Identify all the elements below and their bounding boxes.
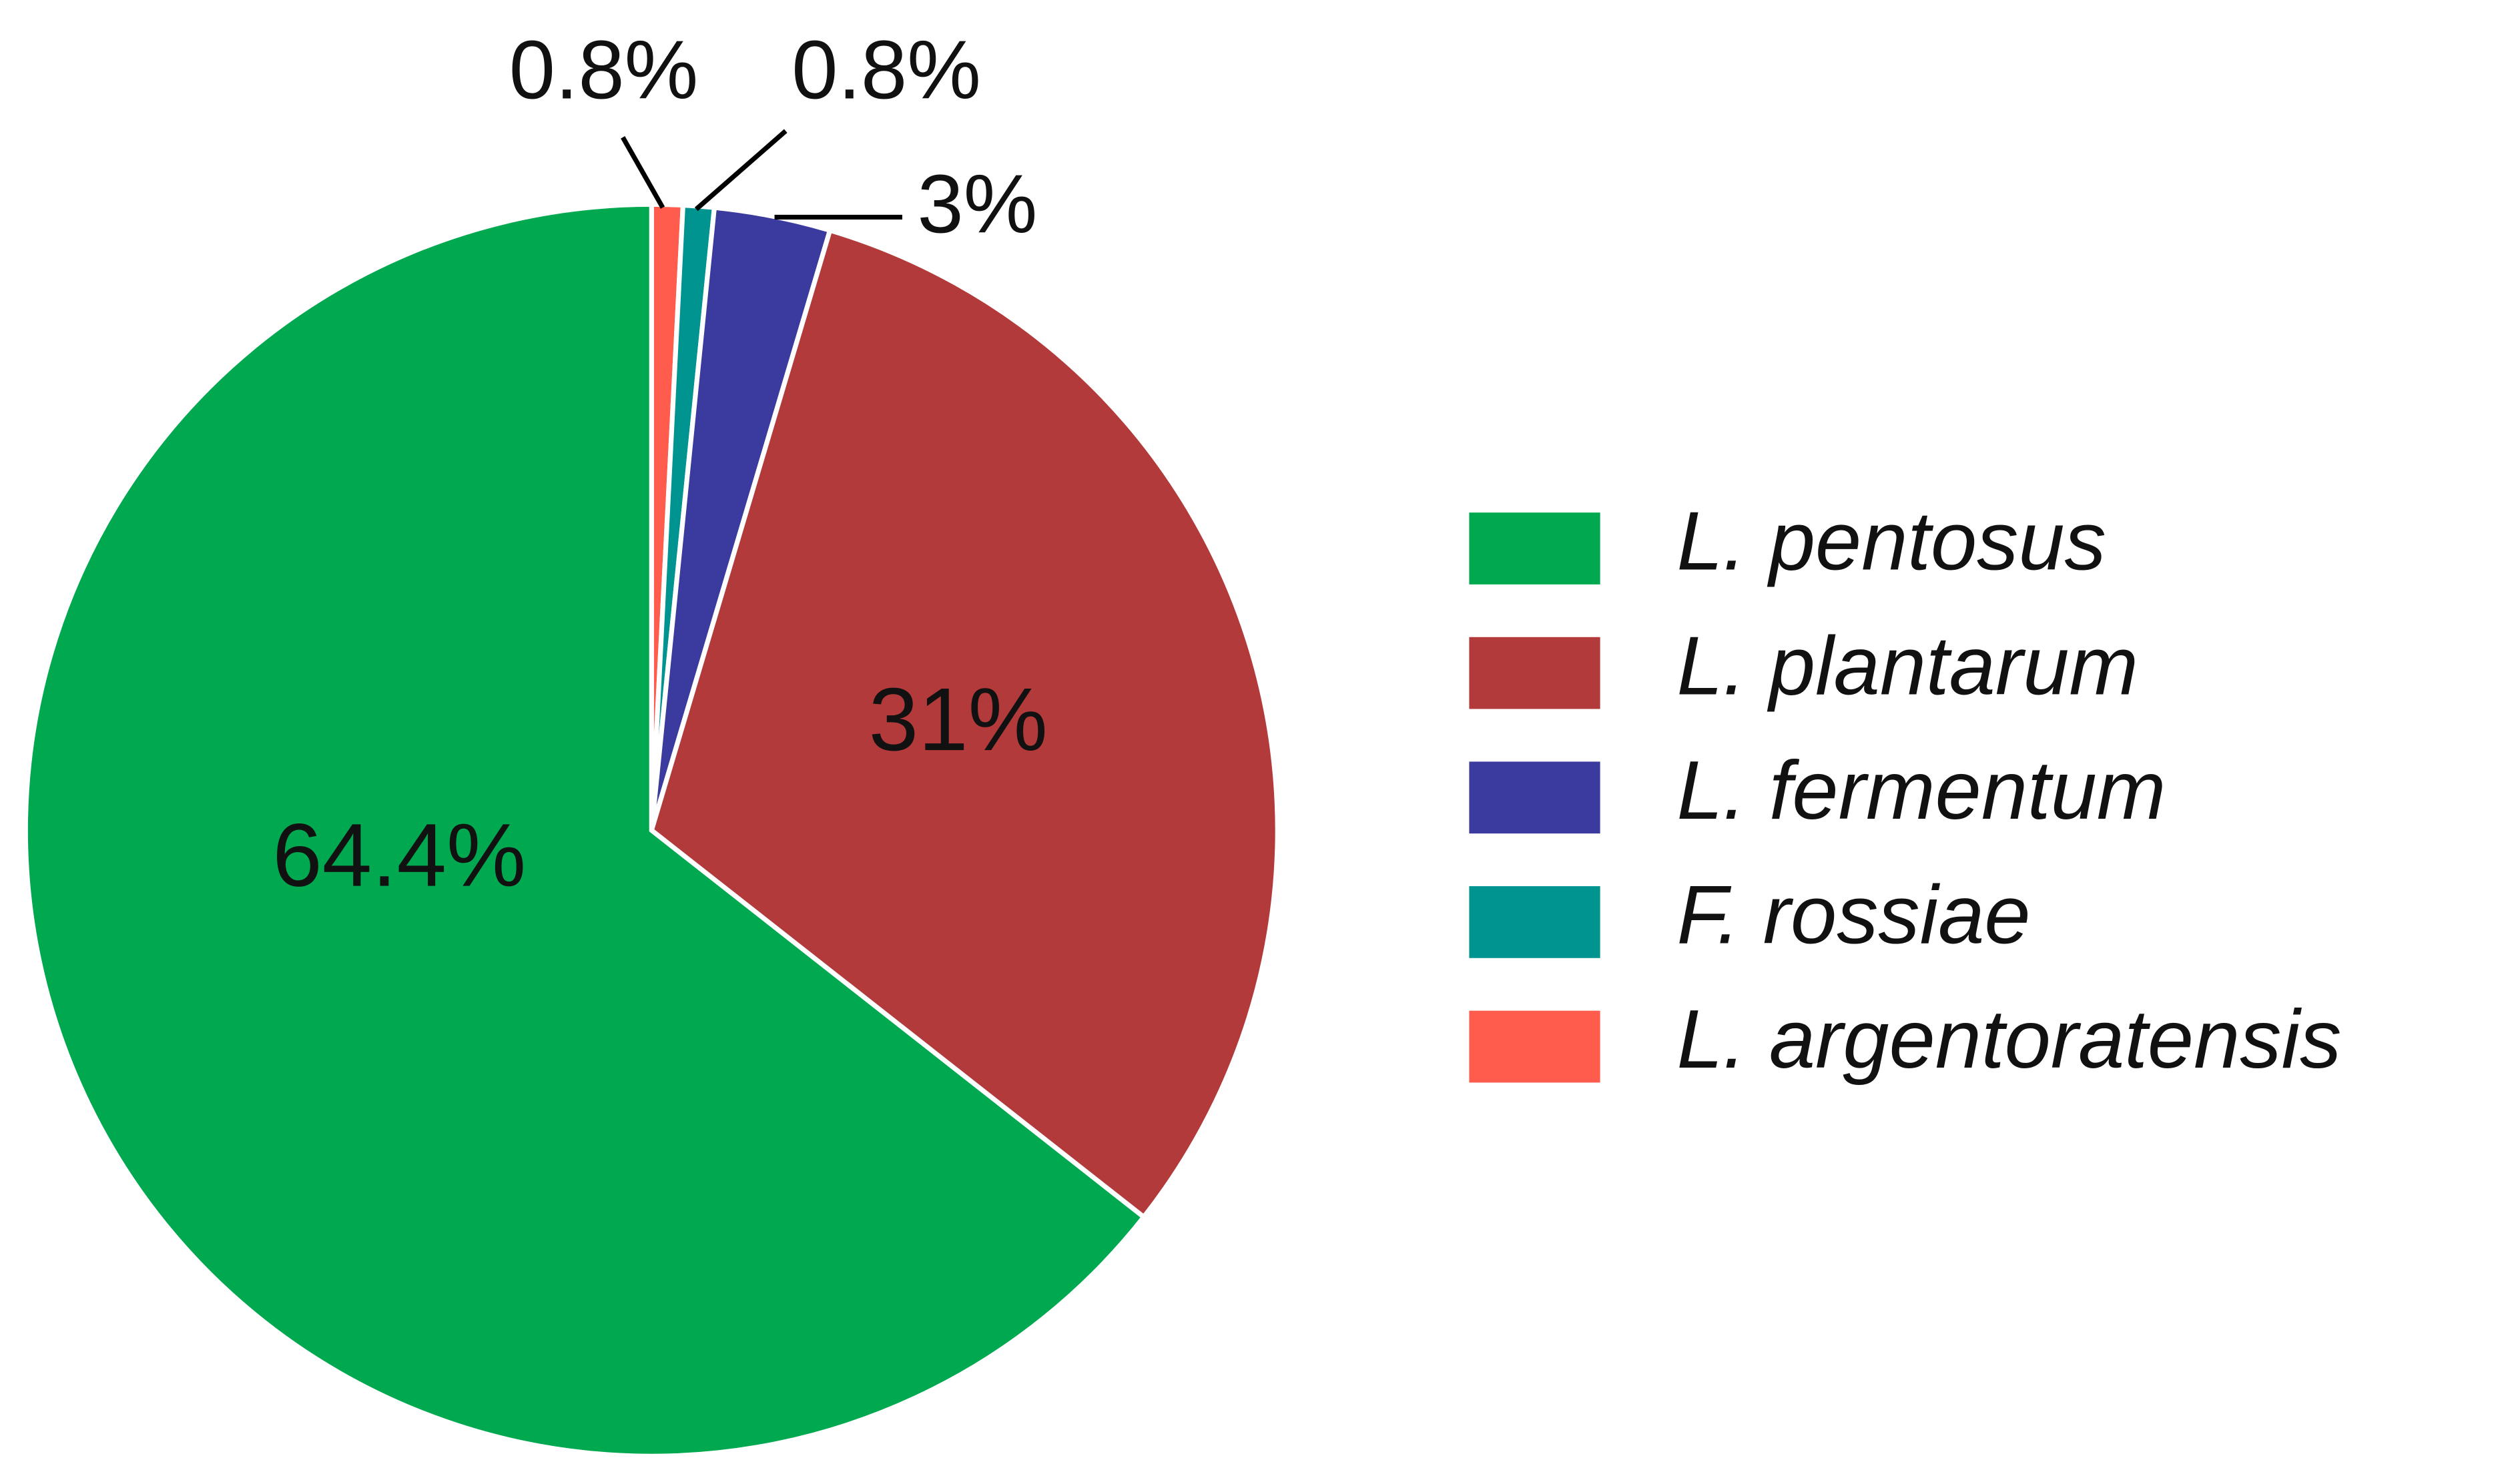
data-label: 31% (869, 670, 1048, 769)
legend-swatch (1469, 637, 1600, 709)
legend-label: L. pentosus (1677, 495, 2106, 588)
legend-label: L. argentoratensis (1677, 993, 2342, 1086)
data-label: 0.8% (792, 24, 981, 117)
leader-line (694, 129, 788, 212)
legend-label: L. fermentum (1677, 744, 2166, 837)
pie-slice (649, 227, 1280, 1220)
legend-swatch (1469, 512, 1600, 585)
legend-label: L. plantarum (1677, 619, 2139, 712)
data-label: 3% (918, 158, 1038, 251)
leader-line (621, 136, 665, 209)
legend-label: F. rossiae (1677, 869, 2031, 962)
legend-swatch (1469, 761, 1600, 834)
legend-swatch (1469, 886, 1600, 958)
legend-swatch (1469, 1010, 1600, 1083)
data-label: 64.4% (272, 806, 526, 905)
pie-slice (23, 202, 1147, 1459)
data-label: 0.8% (509, 24, 699, 117)
